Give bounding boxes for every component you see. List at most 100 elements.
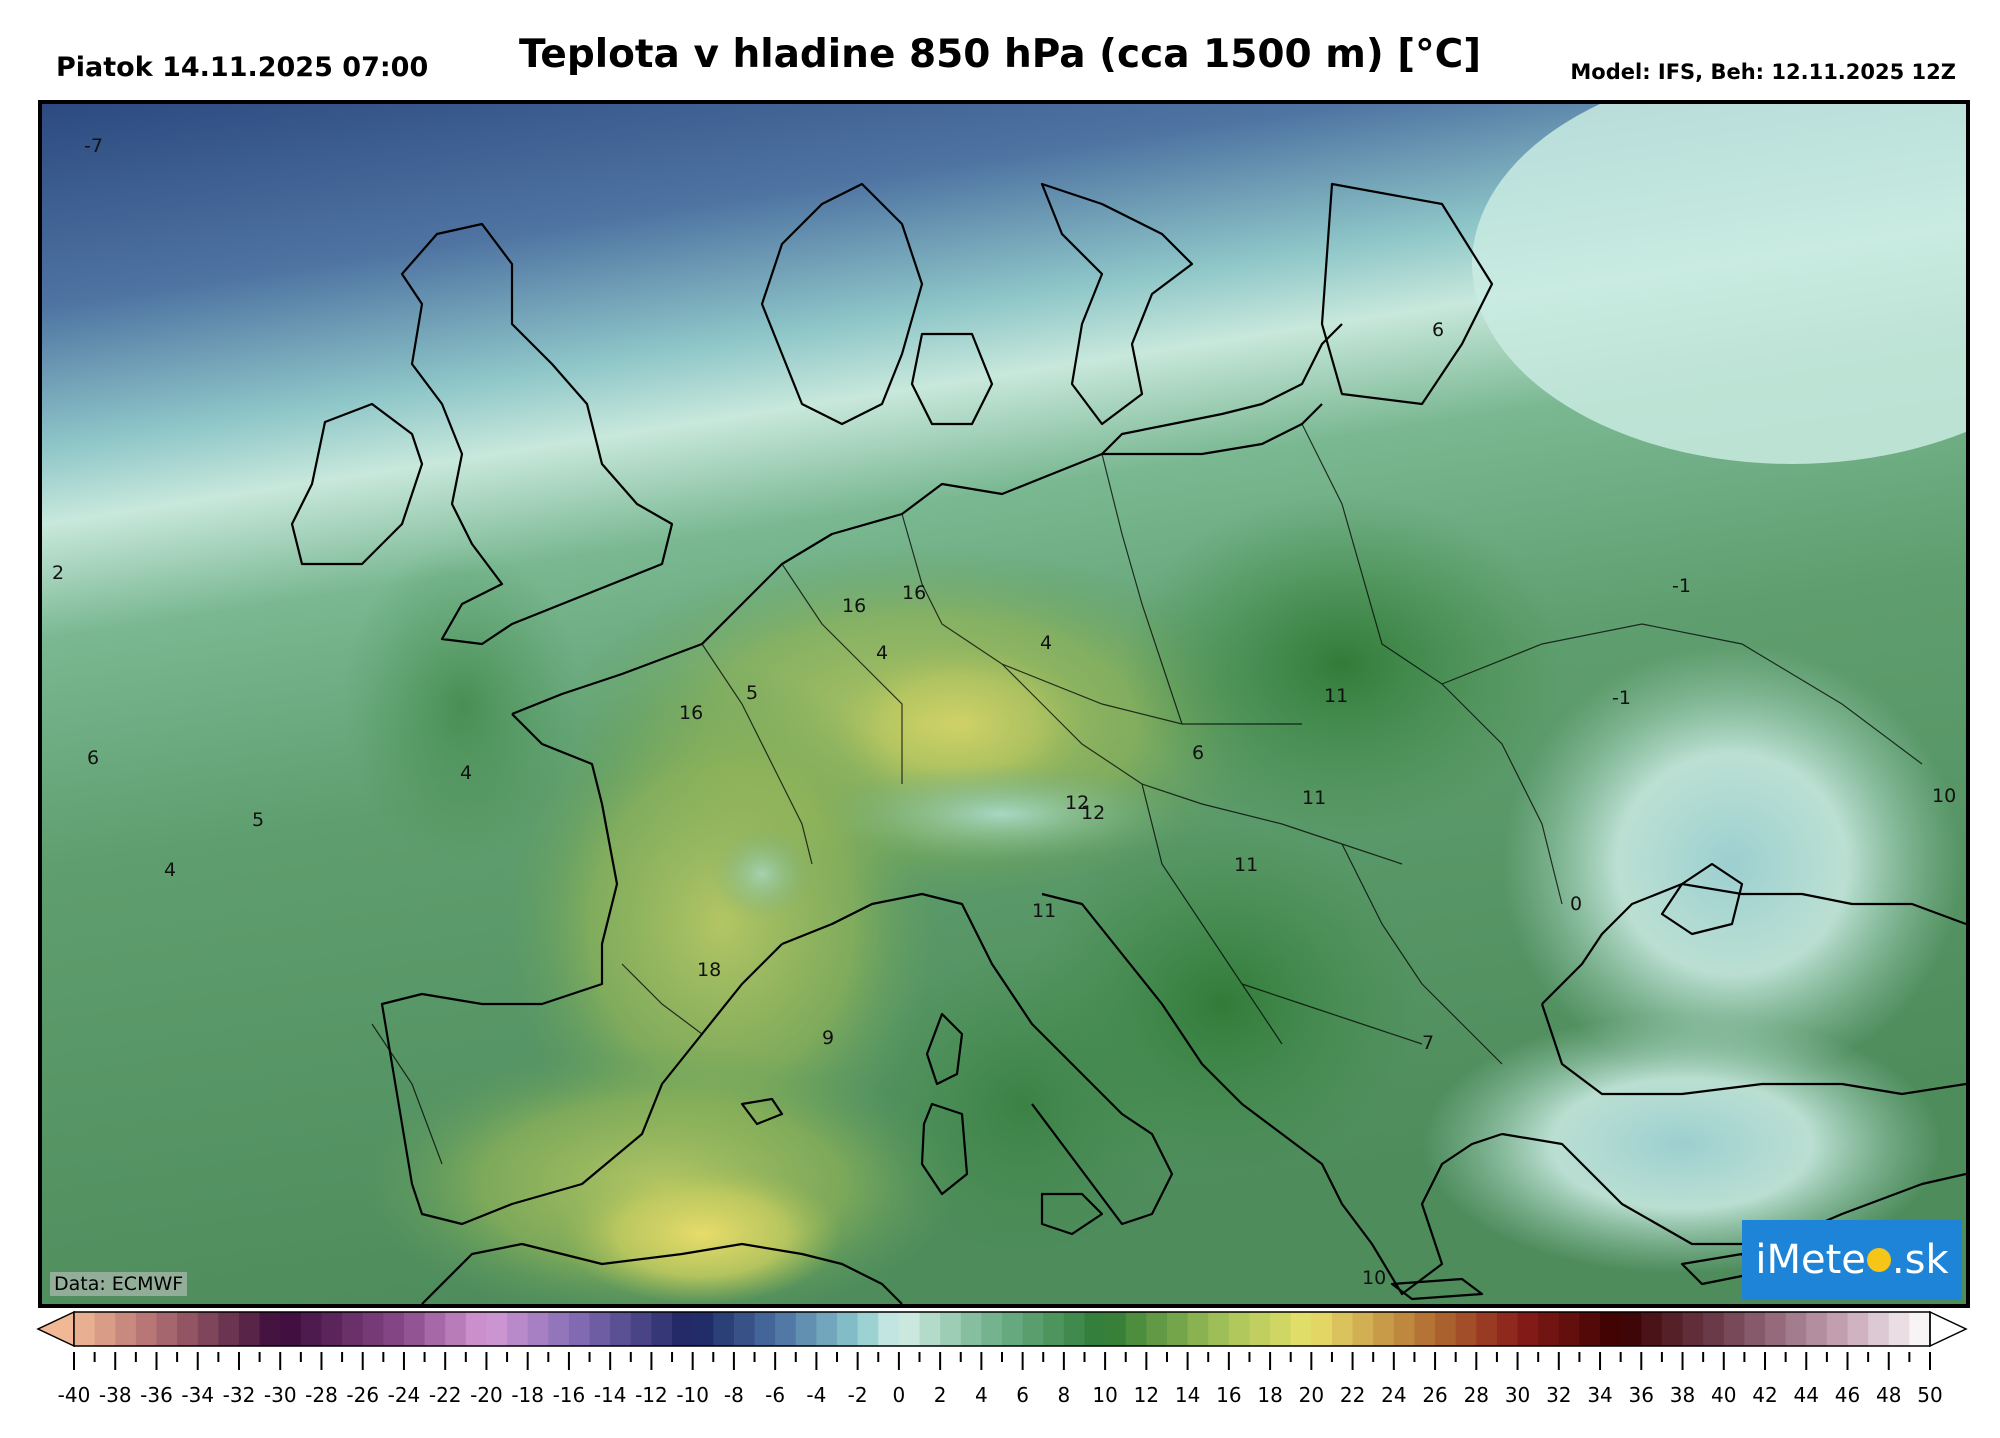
colorbar-cell (238, 1312, 261, 1346)
colorbar-cell (259, 1312, 281, 1346)
colorbar-cell (321, 1312, 343, 1346)
colorbar-cell (1270, 1312, 1292, 1346)
map-value-libya-coast: 10 (1362, 1267, 1386, 1289)
temperature-map: -7 2 6 5 4 4 16 5 16 16 4 4 12 12 11 6 11 11 11 18 9 -1 -1 10 0 7… (38, 100, 1970, 1308)
colorbar-cell (1703, 1312, 1725, 1346)
map-value-atlantic-west: 2 (52, 562, 64, 584)
colorbar-cell (1455, 1312, 1477, 1346)
colorbar-cell (424, 1312, 446, 1346)
logo-text-a: iMete (1755, 1237, 1866, 1283)
colorbar-tick-label: 4 (975, 1383, 988, 1407)
colorbar-min-extend-arrow (36, 1310, 75, 1348)
colorbar-tick-label: -34 (181, 1383, 214, 1407)
colorbar-tick-label: -16 (553, 1383, 586, 1407)
map-value-massif-central: 5 (746, 682, 758, 704)
colorbar-cell (527, 1312, 549, 1346)
colorbar-cell (1290, 1312, 1312, 1346)
colorbar-tick-label: -26 (346, 1383, 379, 1407)
map-value-alps-west: 4 (876, 642, 888, 664)
colorbar-cell (115, 1312, 137, 1346)
colorbar-tick-label: 24 (1381, 1383, 1406, 1407)
colorbar-cell (1043, 1312, 1065, 1346)
colorbar-cell (1435, 1312, 1457, 1346)
colorbar-tick-label: 50 (1917, 1383, 1942, 1407)
colorbar-tick-label: 0 (893, 1383, 906, 1407)
colorbar-cell (135, 1312, 158, 1346)
colorbar-tick-label: -14 (594, 1383, 627, 1407)
data-source-credit: Data: ECMWF (50, 1272, 188, 1296)
colorbar-tick-label: -10 (676, 1383, 709, 1407)
colorbar-cell (383, 1312, 405, 1346)
colorbar-cell (1002, 1312, 1024, 1346)
colorbar-cell (1868, 1312, 1890, 1346)
colorbar-cell (837, 1312, 859, 1346)
colorbar-cell (1744, 1312, 1766, 1346)
colorbar-cell (816, 1312, 838, 1346)
colorbar-cell (589, 1312, 611, 1346)
map-value-caucasus: 10 (1932, 785, 1956, 807)
colorbar-cell (1600, 1312, 1622, 1346)
colorbar-tick-label: 22 (1340, 1383, 1365, 1407)
map-value-ukraine-east: -1 (1672, 575, 1691, 597)
valid-date-label: Piatok 14.11.2025 07:00 (56, 52, 429, 83)
temperature-colorbar: -40 -38 -36 -34 -32 -30 -28 -26 -24 -22 -20 -18 -16-… (36, 1310, 1968, 1407)
colorbar-tick-label: -32 (223, 1383, 256, 1407)
colorbar-cell (1208, 1312, 1230, 1346)
colorbar-tick-label: 38 (1670, 1383, 1695, 1407)
colorbar-cell (94, 1312, 116, 1346)
map-value-baltic-east: 6 (1432, 319, 1444, 341)
model-run-label: Model: IFS, Beh: 12.11.2025 12Z (1570, 60, 1956, 84)
map-value-serbia: 11 (1324, 685, 1348, 707)
map-value-france-south: 16 (679, 702, 703, 724)
colorbar-cell (1538, 1312, 1560, 1346)
colorbar-tick-label: 6 (1016, 1383, 1029, 1407)
colorbar-cell (1146, 1312, 1168, 1346)
colorbar-tick-label: 36 (1629, 1383, 1654, 1407)
colorbar-tick-label: -38 (99, 1383, 132, 1407)
colorbar-cell (156, 1312, 178, 1346)
colorbar-tick-label: 26 (1422, 1383, 1447, 1407)
colorbar-tick-label: -4 (806, 1383, 826, 1407)
colorbar-tick-label: 14 (1175, 1383, 1200, 1407)
colorbar-cell (1311, 1312, 1333, 1346)
colorbar-cell (1806, 1312, 1828, 1346)
colorbar-cell (1847, 1312, 1869, 1346)
map-value-crete: 7 (1422, 1032, 1434, 1054)
imeteo-logo: iMete. sk (1742, 1220, 1962, 1300)
sun-icon (1866, 1248, 1891, 1272)
map-value-north-atlantic: -7 (84, 135, 103, 157)
colorbar-cell (630, 1312, 653, 1346)
map-value-alps-east: 4 (1040, 632, 1052, 654)
colorbar-cell (1723, 1312, 1745, 1346)
colorbar-tick-label: -6 (765, 1383, 785, 1407)
map-value-anatolia: 0 (1570, 893, 1582, 915)
colorbar-cell (1125, 1312, 1147, 1346)
colorbar-cell (548, 1312, 570, 1346)
map-value-algeria-north: 18 (697, 959, 721, 981)
colorbar-tick-label: 44 (1794, 1383, 1819, 1407)
colorbar-cell (878, 1312, 900, 1346)
colorbar-tick-label: -30 (264, 1383, 297, 1407)
colorbar-cell (1249, 1312, 1271, 1346)
map-value-atlantic-off-portugal: 5 (252, 809, 264, 831)
map-value-alps-north: 16 (902, 582, 926, 604)
colorbar-cell (445, 1312, 467, 1346)
map-value-north-africa: 9 (822, 1027, 834, 1049)
colorbar-cell (280, 1312, 302, 1346)
colorbar-cell (1063, 1312, 1086, 1346)
map-value-atlantic-off-portugal-south: 4 (164, 859, 176, 881)
colorbar-cell (177, 1312, 199, 1346)
colorbar-tick-label: -8 (724, 1383, 744, 1407)
colorbar-tick-label: -40 (58, 1383, 91, 1407)
colorbar-cell (1517, 1312, 1539, 1346)
map-value-albania: 11 (1234, 854, 1258, 876)
colorbar-cell (775, 1312, 797, 1346)
colorbar-cell (857, 1312, 879, 1346)
colorbar-tick-label: 34 (1587, 1383, 1612, 1407)
map-title: Teplota v hladine 850 hPa (cca 1500 m) [… (518, 32, 1482, 77)
colorbar-cell (1765, 1312, 1787, 1346)
colorbar-cell (1558, 1312, 1581, 1346)
colorbar-cell (74, 1312, 96, 1346)
